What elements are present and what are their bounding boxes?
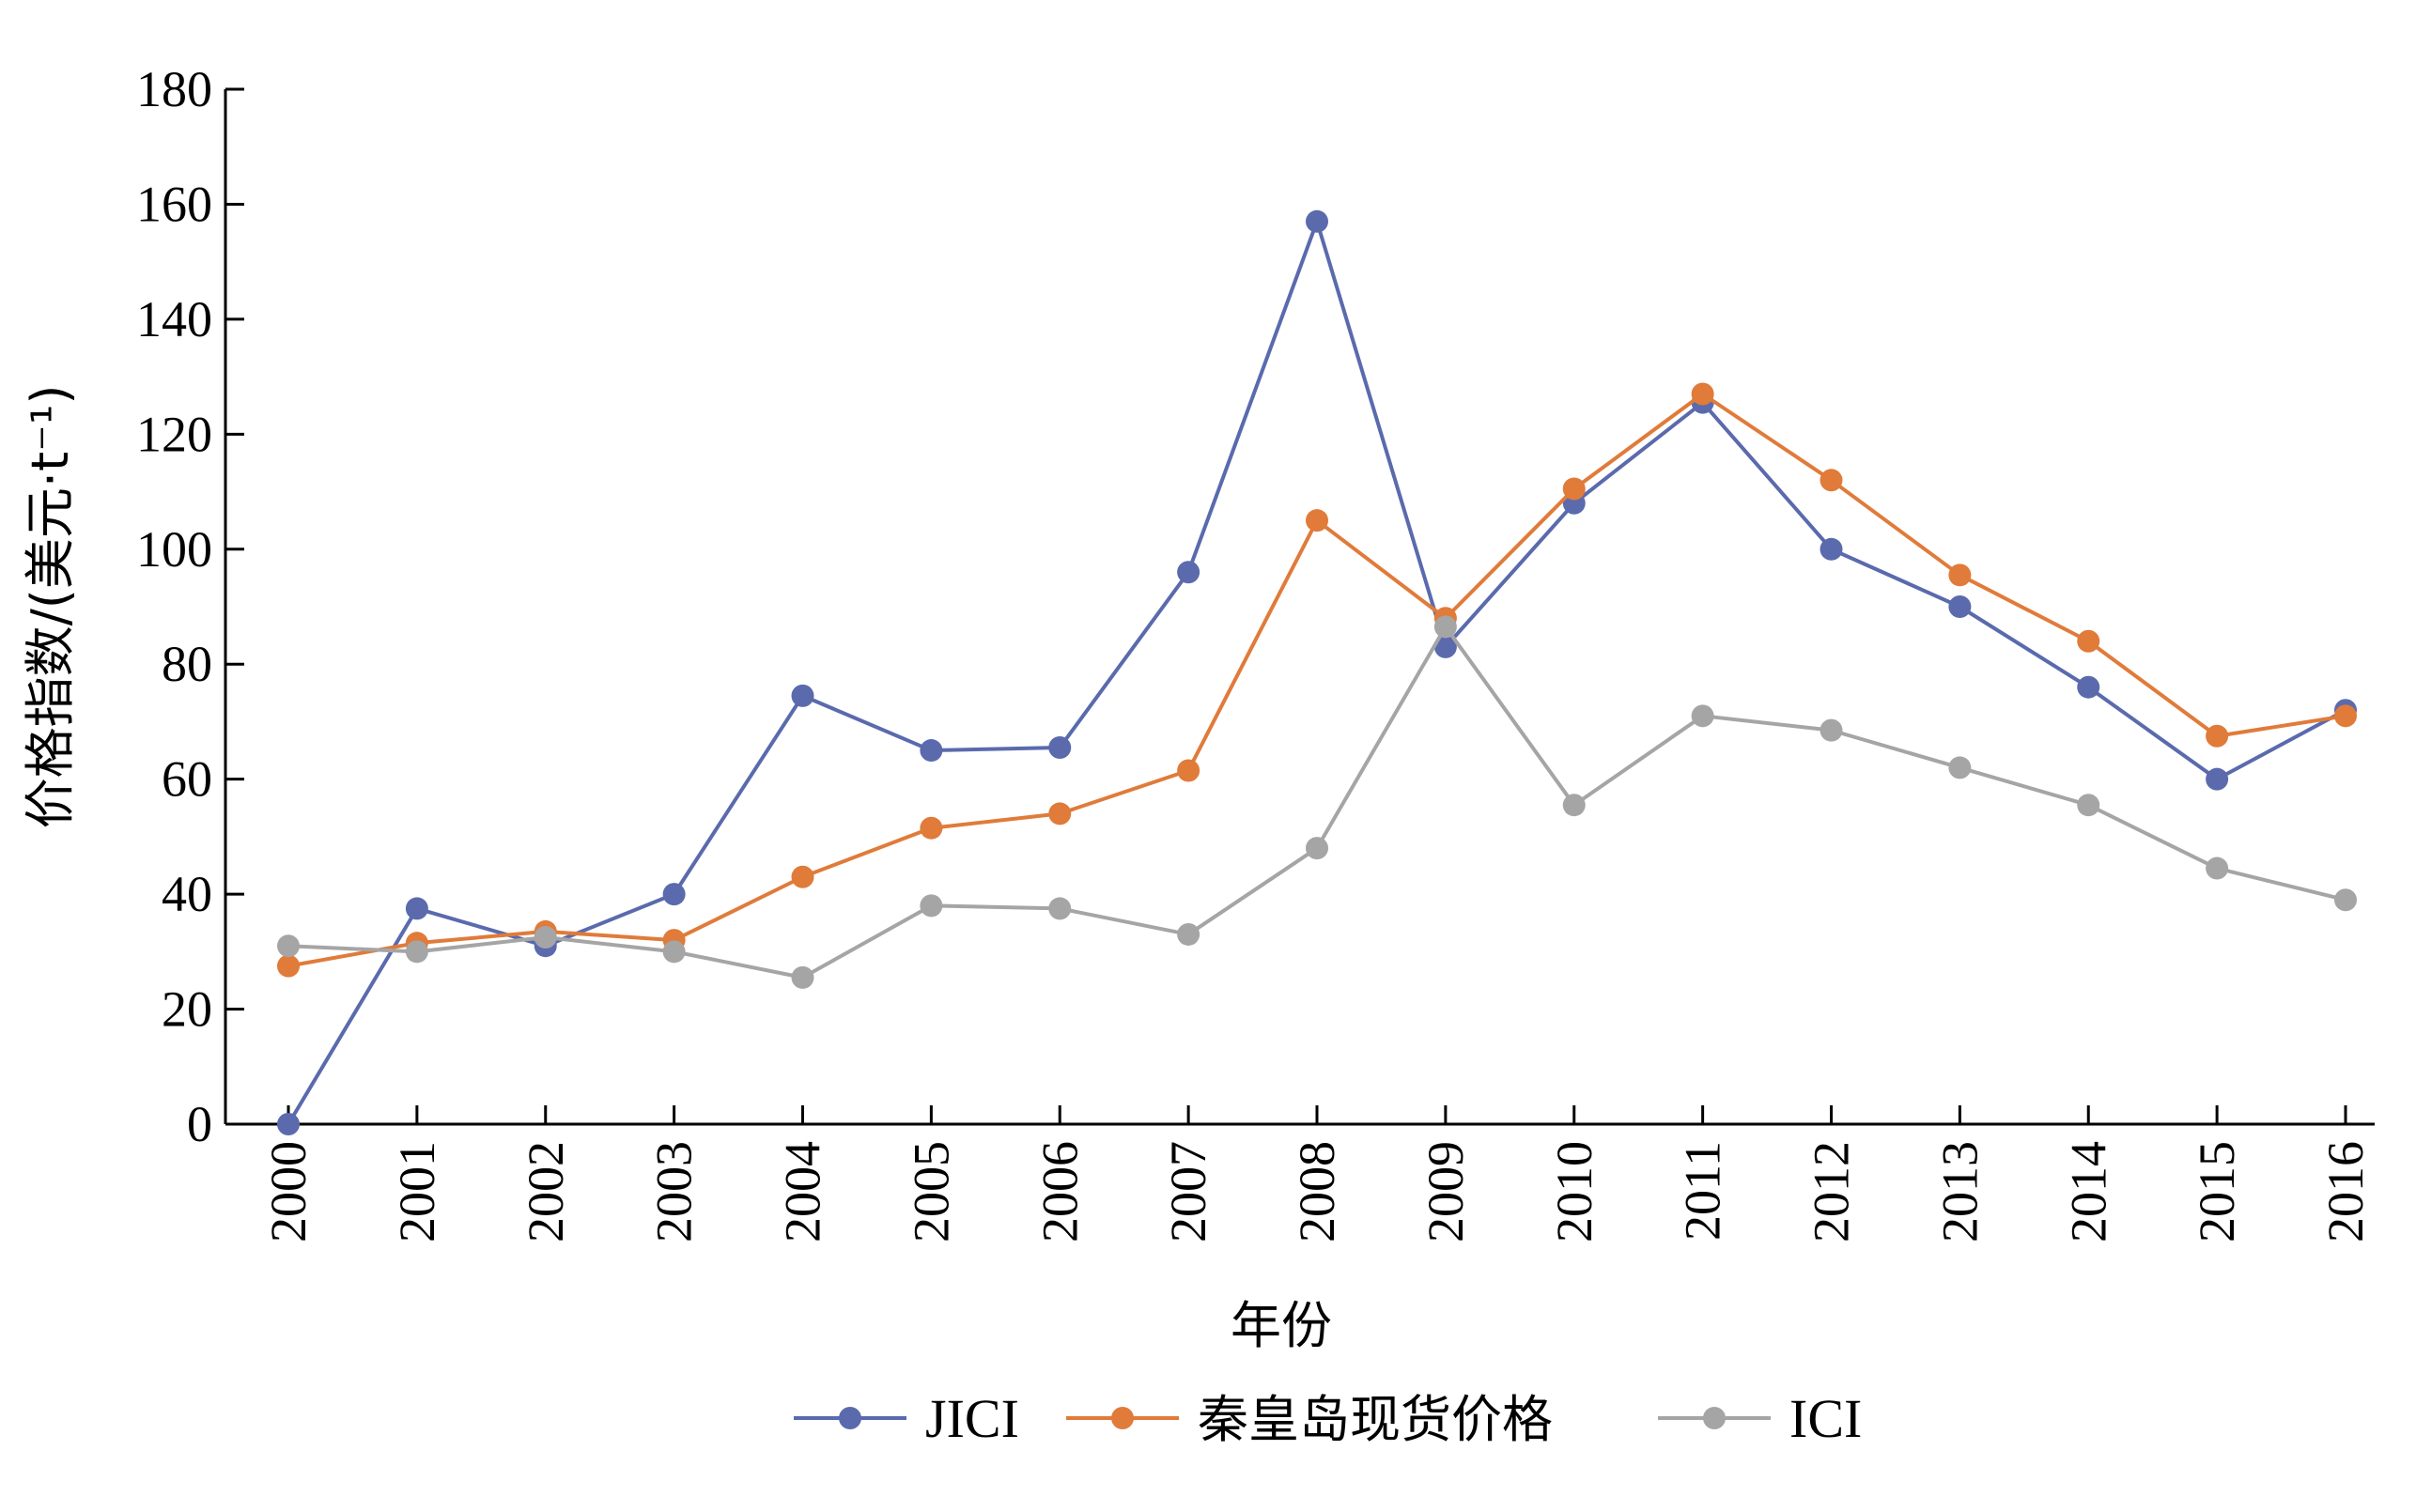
y-tick-label: 180: [136, 61, 212, 117]
y-ticks: 0 20 40 60 80 100 120 140 160 180: [136, 61, 244, 1152]
legend-label: JICI: [925, 1388, 1019, 1449]
x-tick-label: 2010: [1546, 1141, 1603, 1242]
legend-marker: [1703, 1407, 1726, 1429]
legend-label: ICI: [1789, 1388, 1862, 1449]
x-tick-label: 2005: [903, 1141, 959, 1242]
data-point: [2334, 888, 2357, 912]
series-2: [277, 615, 2357, 989]
data-point: [1820, 469, 1843, 492]
data-point: [2077, 675, 2100, 699]
legend-item-2: ICI: [1658, 1388, 1862, 1449]
data-point: [1948, 563, 1972, 587]
data-point: [791, 965, 814, 989]
data-point: [1820, 718, 1843, 742]
x-tick-label: 2004: [775, 1141, 831, 1242]
data-point: [1306, 209, 1328, 233]
data-point: [1177, 759, 1200, 782]
data-point: [1048, 897, 1072, 920]
x-tick-label: 2007: [1160, 1141, 1216, 1242]
x-tick-label: 2013: [1931, 1141, 1988, 1242]
series-0: [277, 209, 2357, 1135]
series-line: [287, 392, 2346, 968]
data-point: [277, 934, 300, 958]
data-point: [1048, 735, 1072, 759]
y-tick-label: 160: [136, 176, 212, 232]
x-tick-label: 2003: [646, 1141, 703, 1242]
legend-item-1: 秦皇岛现货价格: [1066, 1390, 1553, 1449]
data-point: [920, 894, 943, 918]
data-point: [920, 816, 943, 840]
x-tick-label: 2000: [260, 1141, 317, 1242]
data-point: [1691, 704, 1714, 728]
data-point: [277, 954, 300, 978]
y-tick-label: 100: [136, 521, 212, 578]
x-tick-label: 2008: [1289, 1141, 1345, 1242]
data-point: [791, 684, 814, 707]
data-point: [1562, 794, 1586, 817]
y-tick-label: 140: [136, 291, 212, 347]
data-point: [1306, 837, 1328, 860]
y-tick-label: 120: [136, 406, 212, 462]
series-layer: [277, 209, 2357, 1135]
legend-marker: [1111, 1407, 1134, 1429]
legend-marker: [839, 1407, 861, 1429]
data-point: [277, 1113, 300, 1135]
y-tick-label: 20: [162, 981, 212, 1038]
x-tick-label: 2006: [1031, 1141, 1088, 1242]
y-tick-label: 60: [162, 751, 212, 808]
y-tick-label: 40: [162, 866, 212, 922]
x-axis-title: 年份: [1231, 1296, 1332, 1355]
data-point: [791, 865, 814, 888]
x-tick-label: 2009: [1417, 1141, 1474, 1242]
data-point: [1433, 615, 1457, 639]
data-point: [1562, 477, 1586, 501]
data-point: [1177, 561, 1200, 584]
data-point: [1820, 537, 1843, 561]
data-point: [2206, 856, 2229, 880]
data-point: [2077, 794, 2100, 817]
data-point: [2206, 767, 2229, 791]
x-tick-label: 2011: [1675, 1141, 1731, 1241]
data-point: [2077, 629, 2100, 653]
data-point: [405, 940, 428, 964]
x-tick-label: 2002: [518, 1141, 574, 1242]
legend-label: 秦皇岛现货价格: [1198, 1390, 1553, 1449]
x-tick-label: 2015: [2189, 1141, 2245, 1242]
data-point: [1177, 922, 1200, 946]
y-tick-label: 0: [187, 1096, 212, 1152]
data-point: [1306, 509, 1328, 532]
x-tick-label: 2001: [389, 1141, 445, 1242]
series-1: [277, 382, 2357, 978]
series-line: [287, 219, 2346, 1126]
data-point: [662, 940, 686, 964]
data-point: [662, 883, 686, 906]
y-axis-title: 价格指数/(美元·t⁻¹): [21, 385, 80, 829]
x-tick-label: 2012: [1804, 1141, 1860, 1242]
data-point: [2206, 724, 2229, 748]
legend-item-0: JICI: [794, 1388, 1019, 1449]
data-point: [1948, 756, 1972, 779]
data-point: [1048, 802, 1072, 825]
legend: JICI 秦皇岛现货价格 ICI: [794, 1388, 1862, 1449]
data-point: [405, 897, 428, 920]
y-tick-label: 80: [162, 636, 212, 692]
data-point: [534, 926, 557, 949]
data-point: [1948, 595, 1972, 618]
x-ticks: 2000 2001 2002 2003 2004 2005 2006 2007 2008 2009…: [260, 1105, 2374, 1242]
data-point: [1691, 382, 1714, 406]
data-point: [920, 739, 943, 763]
data-point: [1433, 635, 1457, 658]
x-tick-label: 2016: [2317, 1141, 2374, 1242]
x-tick-label: 2014: [2060, 1141, 2116, 1242]
data-point: [2334, 704, 2357, 728]
